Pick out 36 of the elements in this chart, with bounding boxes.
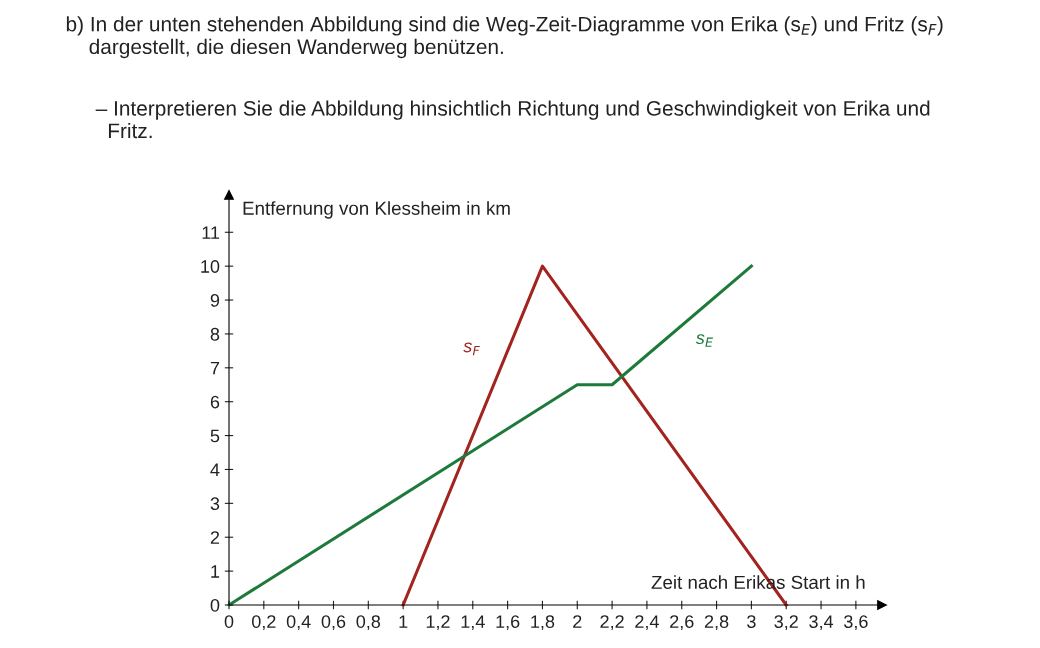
x-tick-label: 1,4 [461, 615, 485, 631]
chart-subtitle: – Interpretieren Sie die Abbildung hinsichtlich Richtung und Geschwindigkeit von Erika und Fritz. [95, 100, 930, 139]
x-tick-label: 0,6 [321, 615, 346, 631]
chart-title: b) In der unten stehenden Abbildung sind die Weg-Zeit-Diagramme von Erika (s$_{E}$) und Fritz (s$_{F}$) dargestellt, die diesen Wanderweg benützen. [66, 16, 943, 59]
y-tick-label: 3 [210, 497, 220, 511]
x-tick-label: 1,8 [531, 615, 555, 631]
y-tick-label: 9 [210, 293, 220, 307]
y-tick-label: 11 [202, 226, 220, 239]
y-tick-label: 2 [210, 531, 220, 544]
x-tick-label: 0 [224, 615, 234, 628]
x-tick-label: 3,2 [774, 615, 798, 631]
x-tick-label: 3 [747, 615, 756, 628]
y-tick-label: 0 [210, 598, 220, 612]
series-label: s$_{F}$ [463, 342, 480, 356]
x-tick-label: 1,6 [496, 615, 520, 631]
x-tick-label: 2,8 [704, 615, 729, 631]
x-tick-label: 2,6 [670, 615, 694, 631]
x-tick-label: 1 [399, 615, 408, 628]
y-tick-label: 8 [210, 327, 220, 341]
x-tick-label: 1,2 [426, 615, 450, 631]
x-tick-label: 0,8 [356, 615, 381, 631]
x-tick-label: 0,4 [286, 615, 311, 631]
x-tick-label: 2,2 [600, 615, 624, 631]
y-tick-label: 1 [211, 565, 220, 578]
x-tick-label: 3,6 [844, 615, 868, 631]
y-tick-label: 5 [210, 429, 220, 443]
x-tick-label: 0,2 [251, 615, 276, 631]
x-tick-label: 2,4 [635, 615, 659, 631]
y-tick-label: 6 [210, 395, 220, 409]
x-tick-label: 2 [573, 615, 582, 628]
y-tick-label: 7 [210, 361, 220, 375]
y-axis-title: Entfernung von Klessheim in km [243, 201, 510, 219]
y-tick-label: 4 [210, 463, 220, 477]
x-tick-label: 3,4 [809, 615, 834, 631]
y-tick-label: 10 [201, 260, 220, 273]
series-label: s$_{E}$ [695, 334, 714, 347]
